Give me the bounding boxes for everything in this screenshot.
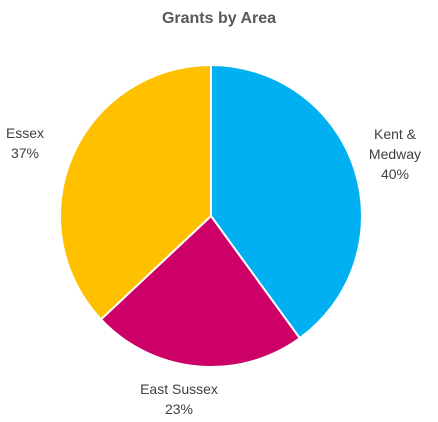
data-label-name: Kent & [373,126,417,142]
data-label-value: 23% [164,401,194,417]
pie-slice-kent-medway [210,63,363,340]
data-label-essex: Essex 37% [2,123,48,163]
data-label-name: Medway [368,146,422,162]
chart-title: Grants by Area [161,10,277,27]
pie-slice-east-sussex [99,214,302,368]
pie-slice-essex [59,63,212,321]
data-label-value: 40% [380,166,410,182]
data-label-east-sussex: East Sussex 23% [129,379,229,419]
data-label-value: 37% [10,145,40,161]
data-label-name: East Sussex [140,381,218,397]
data-label-name: Essex [5,125,45,141]
data-label-kent-medway: Kent & Medway 40% [355,124,435,184]
